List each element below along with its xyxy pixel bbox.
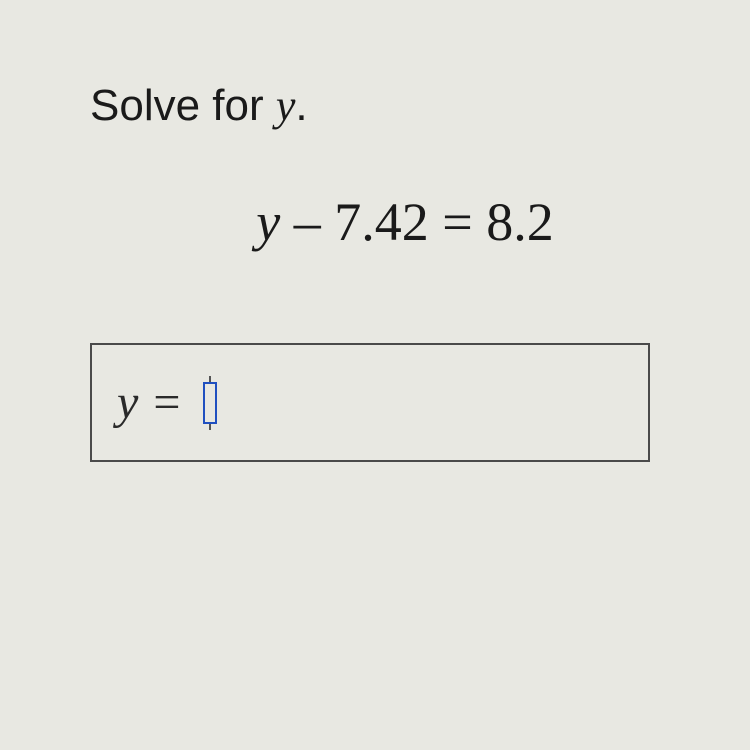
equation-variable: y xyxy=(256,192,280,252)
problem-prompt: Solve for y. xyxy=(90,80,690,131)
equation-left-value: 7.42 xyxy=(334,192,429,252)
prompt-variable: y xyxy=(276,81,296,130)
equation-equals: = xyxy=(429,192,486,252)
equation-right-value: 8.2 xyxy=(486,192,554,252)
answer-variable: y xyxy=(117,375,138,430)
prompt-text-before: Solve for xyxy=(90,81,276,130)
equation-operator: – xyxy=(280,192,334,252)
prompt-text-after: . xyxy=(295,81,307,130)
equation-display: y – 7.42 = 8.2 xyxy=(120,191,690,253)
answer-input[interactable] xyxy=(203,382,217,424)
answer-equals: = xyxy=(153,375,180,430)
answer-box: y = xyxy=(90,343,650,462)
